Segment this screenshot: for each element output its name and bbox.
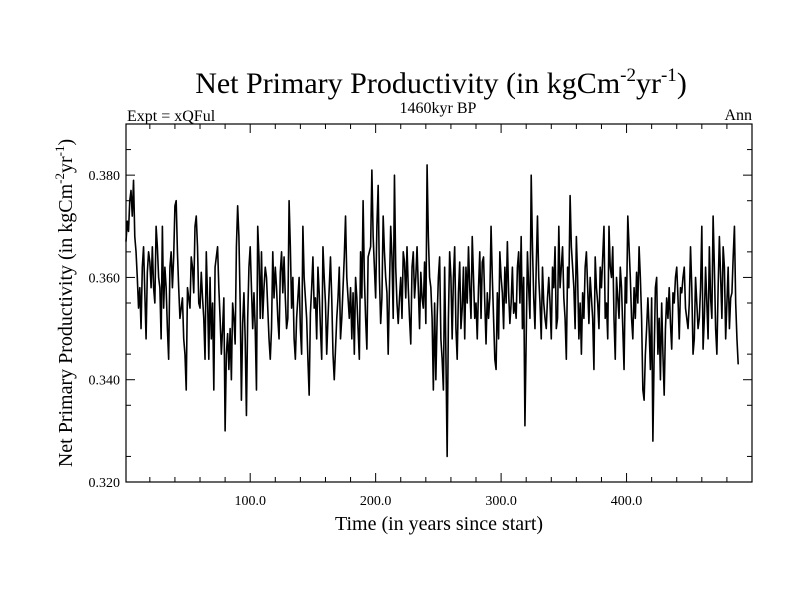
chart-title: Net Primary Productivity (in kgCm-2yr-1) — [195, 65, 687, 100]
npp-series-line — [126, 165, 738, 457]
x-tick-label: 200.0 — [360, 494, 392, 509]
season-label: Ann — [724, 107, 752, 124]
y-axis-label: Net Primary Productivity (in kgCm-2yr-1) — [52, 139, 77, 467]
x-axis-label: Time (in years since start) — [335, 513, 543, 535]
y-tick-label: 0.320 — [89, 476, 121, 491]
period-label: 1460kyr BP — [400, 100, 477, 117]
x-tick-label: 400.0 — [611, 494, 643, 509]
npp-time-series-chart: Net Primary Productivity (in kgCm-2yr-1)… — [0, 0, 800, 600]
x-axis-ticks: 100.0 200.0 300.0 400.0 — [150, 124, 727, 509]
y-tick-label: 0.380 — [89, 169, 121, 184]
y-tick-label: 0.360 — [89, 271, 121, 286]
experiment-label: Expt = xQFul — [127, 108, 216, 125]
x-tick-label: 300.0 — [485, 494, 517, 509]
y-tick-label: 0.340 — [89, 374, 121, 389]
x-tick-label: 100.0 — [234, 494, 266, 509]
